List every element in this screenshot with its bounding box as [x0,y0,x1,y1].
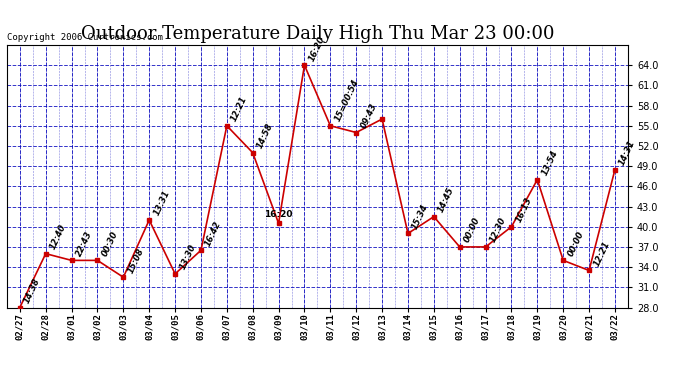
Text: 15:08: 15:08 [126,246,146,274]
Text: 14:38: 14:38 [23,276,42,305]
Text: 00:00: 00:00 [566,230,586,258]
Text: 15=00:54: 15=00:54 [333,78,361,123]
Text: 16:42: 16:42 [204,219,224,248]
Text: 12:40: 12:40 [48,223,68,251]
Text: 12:21: 12:21 [592,240,611,268]
Text: Copyright 2006 Curtronics.com: Copyright 2006 Curtronics.com [7,33,163,42]
Text: 16:20: 16:20 [307,34,327,62]
Text: 00:00: 00:00 [462,216,482,244]
Text: 13:31: 13:31 [152,189,172,217]
Text: 00:30: 00:30 [100,230,120,258]
Title: Outdoor Temperature Daily High Thu Mar 23 00:00: Outdoor Temperature Daily High Thu Mar 2… [81,26,554,44]
Text: 13:54: 13:54 [540,148,560,177]
Text: 13:30: 13:30 [178,243,197,271]
Text: 16:20: 16:20 [264,210,293,219]
Text: 22:43: 22:43 [75,230,94,258]
Text: 09:43: 09:43 [359,102,379,130]
Text: 16:13: 16:13 [514,196,534,224]
Text: 14:45: 14:45 [437,186,456,214]
Text: 14:58: 14:58 [255,122,275,150]
Text: 12:30: 12:30 [489,216,508,244]
Text: 12:21: 12:21 [230,95,249,123]
Text: 14:31: 14:31 [618,139,638,167]
Text: 15:34: 15:34 [411,202,431,231]
